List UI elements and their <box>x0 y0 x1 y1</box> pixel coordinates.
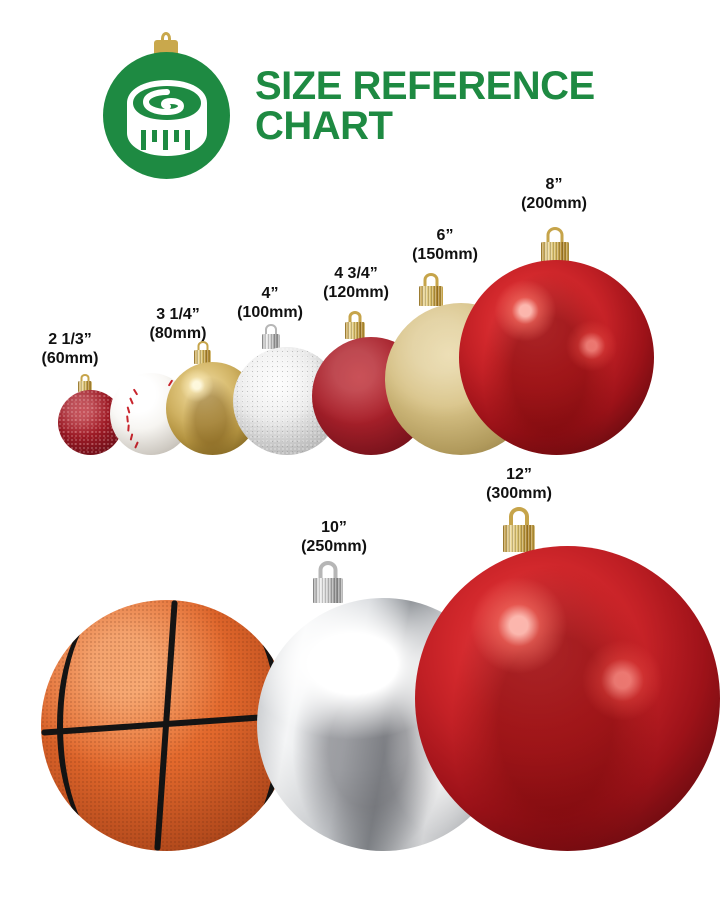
ornament-cap-gold-icon <box>503 507 535 552</box>
label-ball-120mm: 4 3/4” (120mm) <box>323 265 389 301</box>
ornament-ball-300mm <box>415 546 720 851</box>
label-ball-80mm: 3 1/4” (80mm) <box>149 306 207 342</box>
ornament-cap-gold-icon <box>419 273 443 306</box>
ornament-ball-200mm <box>459 260 654 455</box>
basketball <box>41 600 292 851</box>
page-title: SIZE REFERENCE CHART <box>255 66 695 146</box>
chart-header: SIZE REFERENCE CHART <box>0 0 720 190</box>
label-ball-250mm: 10” (250mm) <box>301 519 367 555</box>
brand-logo <box>103 52 230 179</box>
label-ball-150mm: 6” (150mm) <box>412 227 478 263</box>
ornament-cap-silver-icon <box>262 324 280 349</box>
ornament-cap-gold-icon <box>78 374 92 392</box>
title-line-1: SIZE REFERENCE <box>255 64 595 108</box>
ornament-cap-gold-icon <box>345 311 365 339</box>
label-ball-100mm: 4” (100mm) <box>237 285 303 321</box>
label-ball-60mm: 2 1/3” (60mm) <box>41 331 99 367</box>
label-ball-300mm: 12” (300mm) <box>486 466 552 502</box>
ornament-cap-gold-icon <box>194 341 211 364</box>
ornament-cap-gold-icon <box>541 227 569 265</box>
measuring-tape-icon <box>127 80 207 156</box>
ornament-cap-silver-icon <box>313 561 343 603</box>
title-line-2: CHART <box>255 104 393 148</box>
label-ball-200mm: 8” (200mm) <box>521 176 587 212</box>
